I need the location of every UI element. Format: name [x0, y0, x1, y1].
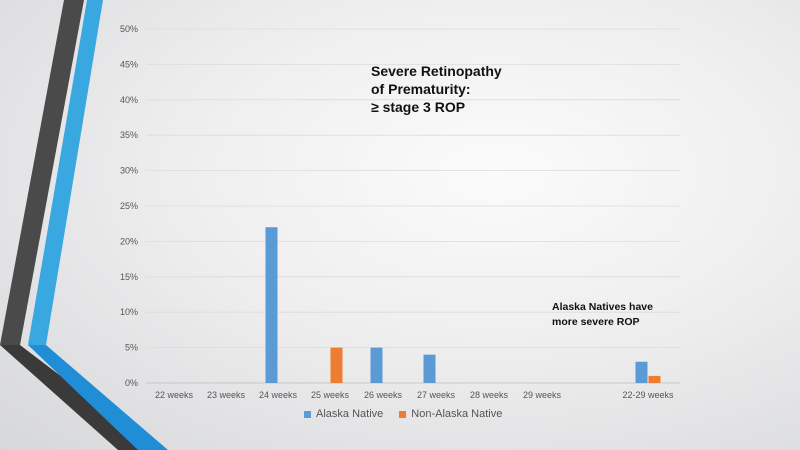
- bar-alaska-native: [265, 227, 278, 383]
- chart-title-line-1: Severe Retinopathy: [371, 63, 502, 79]
- x-tick-label: 25 weeks: [311, 390, 350, 400]
- legend-label-non-alaska-native: Non-Alaska Native: [411, 408, 503, 420]
- x-tick-label: 27 weeks: [417, 390, 456, 400]
- y-tick-label: 35%: [120, 130, 138, 140]
- x-tick-label: 22 weeks: [155, 390, 194, 400]
- bar-non-alaska-native: [330, 347, 343, 383]
- legend-item-non-alaska-native: Non-Alaska Native: [399, 408, 502, 420]
- y-tick-label: 15%: [120, 272, 138, 282]
- y-axis-ticks: 0% 5% 10% 15% 20% 25% 30% 35% 40% 45% 50%: [120, 24, 138, 388]
- y-tick-label: 50%: [120, 24, 138, 34]
- annotation-line-2: more severe ROP: [552, 316, 640, 328]
- gridlines: [146, 28, 680, 384]
- y-tick-label: 40%: [120, 95, 138, 105]
- bar-non-alaska-native: [648, 375, 661, 383]
- bars: [265, 227, 661, 383]
- bar-alaska-native: [423, 354, 436, 383]
- x-tick-label: 28 weeks: [470, 390, 509, 400]
- legend-swatch-orange: [399, 410, 407, 418]
- x-tick-label: 24 weeks: [259, 390, 298, 400]
- x-tick-label: 29 weeks: [523, 390, 562, 400]
- x-axis-labels: 22 weeks 23 weeks 24 weeks 25 weeks 26 weeks…: [155, 390, 674, 400]
- x-tick-label: 22-29 weeks: [622, 390, 674, 400]
- chart-title-line-2: of Prematurity:: [371, 81, 471, 97]
- annotation-line-1: Alaska Natives have: [552, 301, 653, 313]
- chart-title-line-3: ≥ stage 3 ROP: [371, 99, 466, 115]
- y-tick-label: 20%: [120, 236, 138, 246]
- annotation: Alaska Natives have more severe ROP: [552, 300, 653, 330]
- x-tick-label: 26 weeks: [364, 390, 403, 400]
- y-tick-label: 30%: [120, 166, 138, 176]
- legend-item-alaska-native: Alaska Native: [304, 408, 383, 420]
- bar-alaska-native: [635, 361, 648, 383]
- y-tick-label: 25%: [120, 201, 138, 211]
- y-tick-label: 45%: [120, 59, 138, 69]
- legend-swatch-blue: [304, 410, 311, 418]
- x-tick-label: 23 weeks: [207, 390, 246, 400]
- y-tick-label: 10%: [120, 307, 138, 317]
- y-tick-label: 0%: [125, 378, 138, 388]
- legend: Alaska Native Non-Alaska Native: [304, 408, 502, 420]
- blue-stripe-lower: [28, 345, 168, 450]
- blue-stripe-upper: [28, 0, 103, 345]
- chart-title: Severe Retinopathy of Prematurity: ≥ sta…: [371, 62, 502, 116]
- y-tick-label: 5%: [125, 343, 138, 353]
- dark-stripe-upper: [0, 0, 84, 345]
- legend-label-alaska-native: Alaska Native: [316, 408, 384, 420]
- bar-alaska-native: [370, 347, 383, 383]
